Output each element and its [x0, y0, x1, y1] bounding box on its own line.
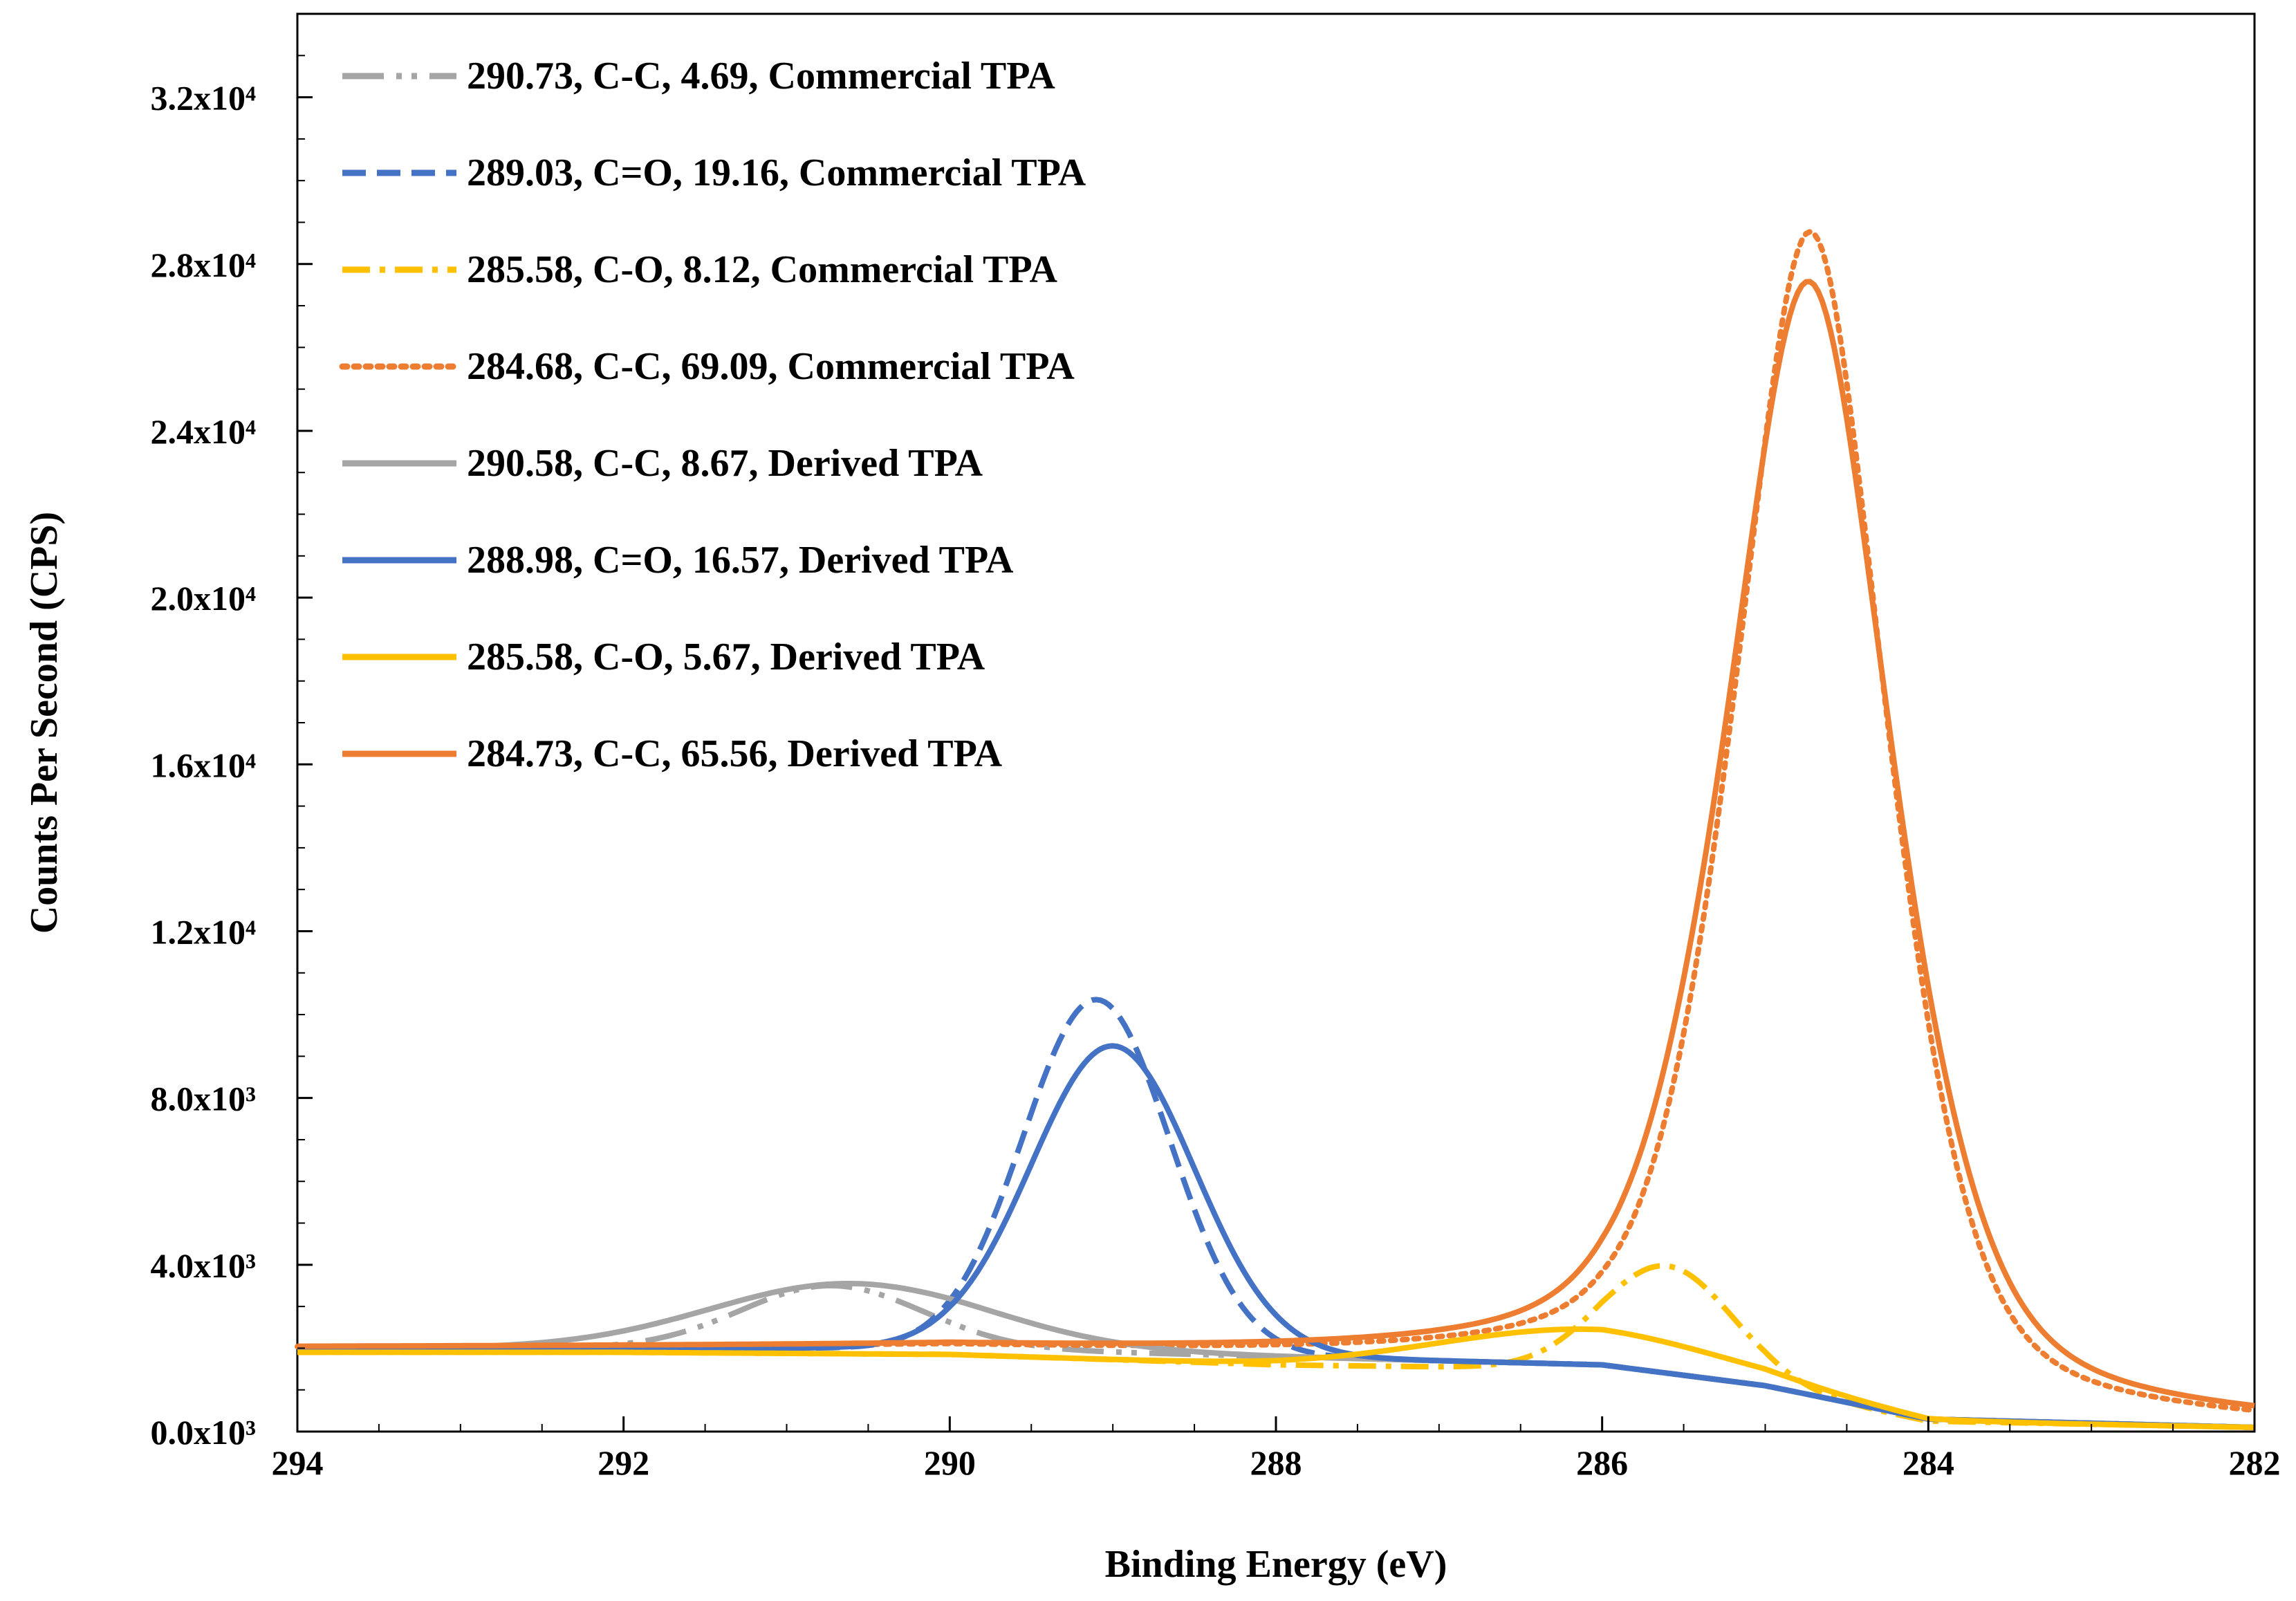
y-tick-label: 3.2x10⁴: [151, 79, 257, 118]
x-tick-label: 282: [2229, 1443, 2281, 1482]
x-tick-label: 290: [924, 1443, 976, 1482]
y-tick-label: 2.4x10⁴: [151, 412, 257, 451]
series-line-4: [295, 228, 2257, 1414]
legend-label-8: 284.73, C-C, 65.56, Derived TPA: [467, 732, 1003, 775]
x-tick-label: 294: [272, 1443, 324, 1482]
series-line-6: [297, 1043, 2255, 1430]
x-tick-label: 286: [1576, 1443, 1628, 1482]
legend-label-6: 288.98, C=O, 16.57, Derived TPA: [467, 539, 1014, 582]
legend-label-2: 289.03, C=O, 19.16, Commercial TPA: [467, 151, 1086, 194]
x-tick-label: 292: [598, 1443, 649, 1482]
plot-area-frame: [296, 12, 2256, 1433]
series-layer: [295, 228, 2257, 1430]
y-axis-title: Counts Per Second (CPS): [23, 512, 66, 934]
y-tick-label: 4.0x10³: [151, 1246, 257, 1285]
legend: 290.73, C-C, 4.69, Commercial TPA 289.03,…: [339, 55, 1086, 775]
y-tick-label: 1.2x10⁴: [151, 912, 257, 951]
legend-label-4: 284.68, C-C, 69.09, Commercial TPA: [467, 345, 1075, 388]
x-tick-label: 284: [1902, 1443, 1954, 1482]
series-line-5: [297, 1281, 2255, 1430]
y-tick-label: 0.0x10³: [151, 1413, 257, 1452]
legend-label-7: 285.58, C-O, 5.67, Derived TPA: [467, 636, 985, 678]
legend-label-3: 285.58, C-O, 8.12, Commercial TPA: [467, 248, 1057, 291]
legend-label-1: 290.73, C-C, 4.69, Commercial TPA: [467, 55, 1055, 98]
y-tick-label: 1.6x10⁴: [151, 746, 257, 784]
x-tick-label: 288: [1250, 1443, 1302, 1482]
legend-label-5: 290.58, C-C, 8.67, Derived TPA: [467, 442, 983, 485]
series-line-8: [297, 279, 2255, 1409]
y-tick-label: 8.0x10³: [151, 1080, 257, 1118]
axes-layer: 294 292 290 288 286 284 282 0.0x10³ 4.0x10³ 8.0x1…: [151, 13, 2281, 1482]
y-tick-label: 2.0x10⁴: [151, 579, 257, 618]
y-tick-label: 2.8x10⁴: [151, 246, 257, 284]
x-axis-title: Binding Energy (eV): [1105, 1543, 1447, 1586]
